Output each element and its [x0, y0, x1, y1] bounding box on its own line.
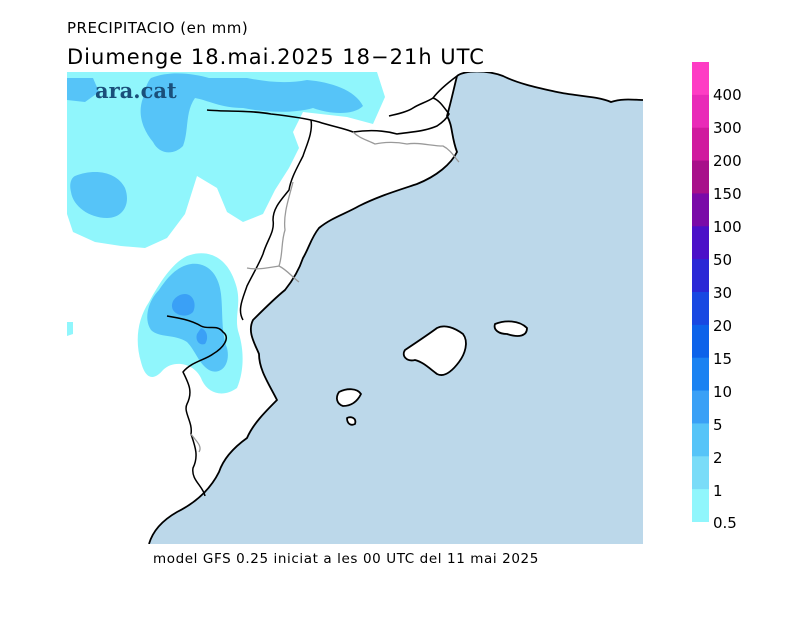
legend-swatch: [692, 193, 709, 227]
legend-label: 0.5: [713, 514, 737, 532]
legend-label: 5: [713, 416, 723, 434]
legend-label: 20: [713, 317, 733, 335]
legend-swatch: [692, 226, 709, 260]
legend-swatch: [692, 357, 709, 392]
legend-swatch: [692, 423, 709, 457]
chart-title: PRECIPITACIO (en mm): [67, 19, 249, 37]
legend-label: 30: [713, 284, 733, 302]
province-borders: [190, 131, 460, 453]
legend-label: 15: [713, 350, 733, 368]
legend-swatch: [692, 456, 709, 490]
legend-swatch: [692, 62, 709, 96]
formentera: [346, 416, 357, 426]
legend-label: 200: [713, 152, 742, 170]
mallorca: [402, 325, 467, 376]
precipitation-heavy: [171, 294, 208, 345]
forecast-time-title: Diumenge 18.mai.2025 18−21h UTC: [67, 45, 485, 69]
model-info-footer: model GFS 0.25 iniciat a les 00 UTC del …: [153, 551, 539, 567]
mediterranean-sea: [149, 72, 643, 544]
national-borders: [206, 75, 458, 135]
legend-label: 1: [713, 482, 723, 500]
legend-label: 10: [713, 383, 733, 401]
legend-swatch: [692, 127, 709, 162]
coastline-north: [456, 72, 643, 103]
precipitation-legend-colorbar: [692, 62, 709, 522]
balearic-islands: [336, 320, 528, 426]
ibiza: [336, 388, 362, 407]
legend-swatch: [692, 94, 709, 129]
legend-label: 400: [713, 86, 742, 104]
legend-label: 300: [713, 119, 742, 137]
legend-label: 150: [713, 185, 742, 203]
legend-label: 100: [713, 218, 742, 236]
legend-swatch: [692, 324, 709, 359]
legend-label: 2: [713, 449, 723, 467]
menorca: [493, 320, 528, 337]
legend-swatch: [692, 259, 709, 293]
legend-swatch: [692, 390, 709, 424]
precipitation-map: ara.cat: [67, 72, 643, 544]
precipitation-medium: [67, 73, 363, 372]
legend-swatch: [692, 160, 709, 194]
ara-cat-logo: ara.cat: [95, 78, 177, 103]
legend-label: 50: [713, 251, 733, 269]
coastline: [148, 75, 458, 544]
legend-swatch: [692, 489, 709, 522]
legend-swatch: [692, 292, 709, 326]
regional-borders: [166, 119, 313, 497]
